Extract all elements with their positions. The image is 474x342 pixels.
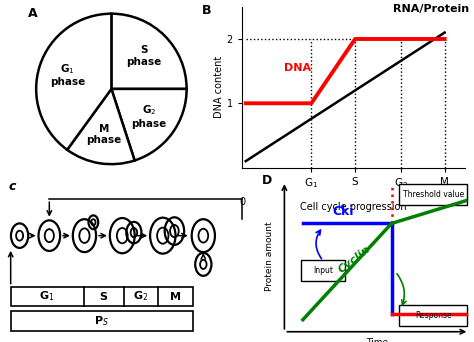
Bar <box>11 287 193 306</box>
Text: Cki: Cki <box>333 205 354 218</box>
Text: 0: 0 <box>239 197 246 207</box>
Text: c: c <box>9 180 16 193</box>
Wedge shape <box>111 89 187 160</box>
X-axis label: Cell cycle progression: Cell cycle progression <box>300 201 406 211</box>
Text: 1: 1 <box>447 197 453 207</box>
Bar <box>11 312 193 331</box>
Wedge shape <box>67 89 135 164</box>
Y-axis label: DNA content: DNA content <box>214 56 224 118</box>
FancyArrowPatch shape <box>397 274 406 305</box>
Text: Response: Response <box>415 311 452 320</box>
Text: G$_1$: G$_1$ <box>39 290 55 303</box>
Text: D: D <box>262 174 273 187</box>
Text: Cyclin: Cyclin <box>337 244 373 275</box>
Text: A: A <box>27 7 37 20</box>
Text: G$_2$
phase: G$_2$ phase <box>131 103 166 129</box>
Text: Time: Time <box>366 338 388 342</box>
Wedge shape <box>36 14 111 150</box>
Wedge shape <box>111 14 187 89</box>
Text: RNA/Protein: RNA/Protein <box>393 4 469 14</box>
Text: Protein amount: Protein amount <box>265 222 274 291</box>
Text: G$_2$: G$_2$ <box>133 290 149 303</box>
FancyArrowPatch shape <box>316 230 321 259</box>
FancyBboxPatch shape <box>301 260 346 280</box>
Text: B: B <box>201 4 211 17</box>
Text: S: S <box>100 291 108 302</box>
Text: P$_S$: P$_S$ <box>94 314 109 328</box>
Text: Threshold value: Threshold value <box>402 190 464 199</box>
Text: S
phase: S phase <box>127 45 162 67</box>
Text: Input: Input <box>313 265 333 275</box>
FancyBboxPatch shape <box>399 184 467 205</box>
FancyBboxPatch shape <box>399 305 467 326</box>
Text: M
phase: M phase <box>87 124 122 145</box>
Text: M: M <box>170 291 181 302</box>
Text: DNA: DNA <box>284 63 311 73</box>
Text: G$_1$
phase: G$_1$ phase <box>50 62 85 87</box>
